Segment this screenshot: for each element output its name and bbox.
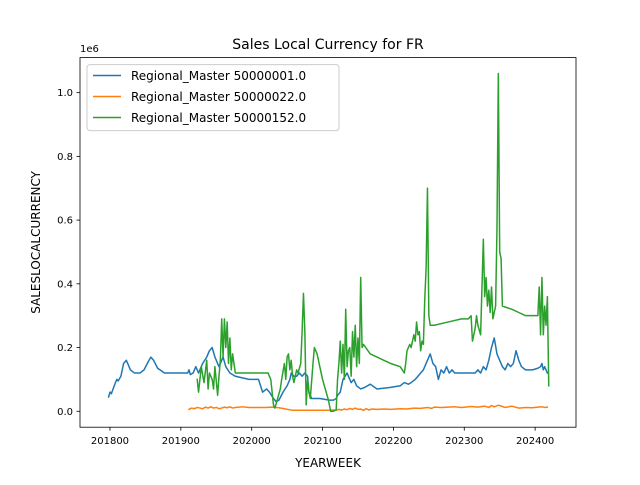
- x-axis-ticks: 201800 201900 202000 202100 202200 202300 2024…: [91, 427, 554, 447]
- x-tick-label: 202200: [374, 436, 412, 447]
- series-line-2: [188, 404, 549, 412]
- x-tick-label: 201800: [91, 436, 129, 447]
- series-line-3: [196, 72, 550, 413]
- plot-frame: [79, 57, 577, 428]
- legend: Regional_Master 50000001.0 Regional_Maste…: [86, 64, 340, 132]
- y-tick-label: 0.6: [57, 216, 73, 227]
- y-offset-label: 1e6: [80, 44, 99, 55]
- legend-label-2: Regional_Master 50000022.0: [131, 90, 306, 104]
- y-tick-label: 0.2: [57, 343, 73, 354]
- x-tick-label: 201900: [162, 436, 200, 447]
- y-tick-label: 0.4: [57, 279, 73, 290]
- x-tick-label: 202100: [303, 436, 341, 447]
- y-tick-label: 0.0: [57, 407, 73, 418]
- plot-lines: [107, 72, 550, 413]
- legend-box: [86, 64, 340, 132]
- y-tick-label: 0.8: [57, 152, 73, 163]
- x-tick-label: 202400: [516, 436, 554, 447]
- x-tick-label: 202000: [233, 436, 271, 447]
- legend-label-3: Regional_Master 50000152.0: [131, 111, 306, 125]
- y-tick-label: 1.0: [57, 88, 73, 99]
- x-tick-label: 202300: [445, 436, 483, 447]
- y-axis-label: SALESLOCALCURRENCY: [29, 170, 43, 313]
- x-axis-label: YEARWEEK: [294, 456, 362, 470]
- y-axis-ticks: 0.0 0.2 0.4 0.6 0.8 1.0: [57, 88, 80, 418]
- chart-title: Sales Local Currency for FR: [232, 37, 424, 53]
- legend-label-1: Regional_Master 50000001.0: [131, 69, 306, 83]
